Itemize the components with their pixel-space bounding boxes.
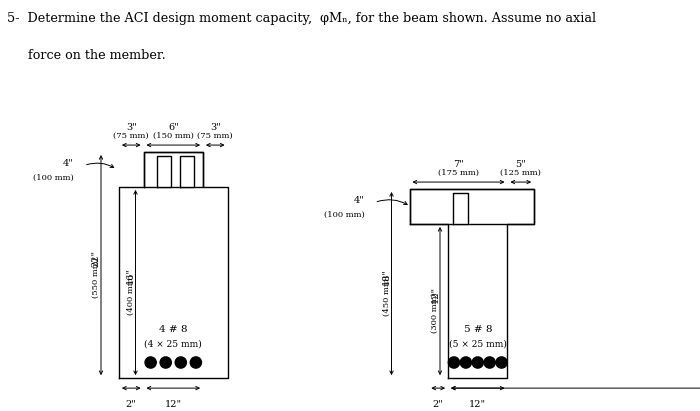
Circle shape [484, 357, 496, 368]
Text: (4 × 25 mm): (4 × 25 mm) [144, 339, 202, 348]
Text: 3": 3" [210, 123, 220, 132]
Text: force on the member.: force on the member. [28, 49, 166, 62]
Text: 5 # 8: 5 # 8 [463, 325, 492, 334]
Text: 4": 4" [63, 159, 74, 168]
Polygon shape [181, 156, 195, 187]
Text: 12": 12" [164, 400, 182, 409]
Polygon shape [410, 189, 534, 224]
Polygon shape [144, 152, 203, 187]
Text: 4 # 8: 4 # 8 [159, 325, 188, 334]
Text: 5-  Determine the ACI design moment capacity,  φMₙ, for the beam shown. Assume n: 5- Determine the ACI design moment capac… [7, 12, 596, 25]
Circle shape [190, 357, 202, 368]
Text: 12": 12" [430, 286, 440, 302]
Circle shape [448, 357, 459, 368]
Text: 5": 5" [515, 160, 526, 169]
Polygon shape [453, 193, 468, 224]
Text: (75 mm): (75 mm) [113, 132, 149, 140]
Text: 6": 6" [168, 123, 178, 132]
Text: 18": 18" [382, 268, 391, 285]
Text: (450 mm): (450 mm) [382, 275, 391, 316]
Polygon shape [410, 189, 534, 378]
Text: (400 mm): (400 mm) [127, 274, 134, 315]
Text: 12": 12" [469, 400, 486, 409]
Text: (5 × 25 mm): (5 × 25 mm) [449, 339, 507, 348]
Circle shape [160, 357, 172, 368]
Text: (100 mm): (100 mm) [34, 173, 74, 182]
Circle shape [145, 357, 156, 368]
Circle shape [496, 357, 507, 368]
Text: 2": 2" [433, 400, 444, 409]
Text: (550 mm): (550 mm) [92, 256, 100, 298]
Text: (175 mm): (175 mm) [438, 169, 479, 177]
Polygon shape [119, 152, 228, 378]
Text: 22": 22" [92, 249, 101, 267]
Text: (150 mm): (150 mm) [153, 132, 194, 140]
Circle shape [175, 357, 186, 368]
Circle shape [472, 357, 483, 368]
Text: (75 mm): (75 mm) [197, 132, 233, 140]
Circle shape [460, 357, 471, 368]
Text: (300 mm): (300 mm) [431, 293, 439, 333]
Text: 3": 3" [126, 123, 136, 132]
Polygon shape [157, 156, 171, 187]
Text: 7": 7" [453, 160, 464, 169]
Text: 16": 16" [126, 267, 135, 284]
Text: (100 mm): (100 mm) [323, 210, 365, 219]
Text: (125 mm): (125 mm) [500, 169, 541, 177]
Text: 2": 2" [126, 400, 136, 409]
Text: 4": 4" [354, 196, 365, 205]
